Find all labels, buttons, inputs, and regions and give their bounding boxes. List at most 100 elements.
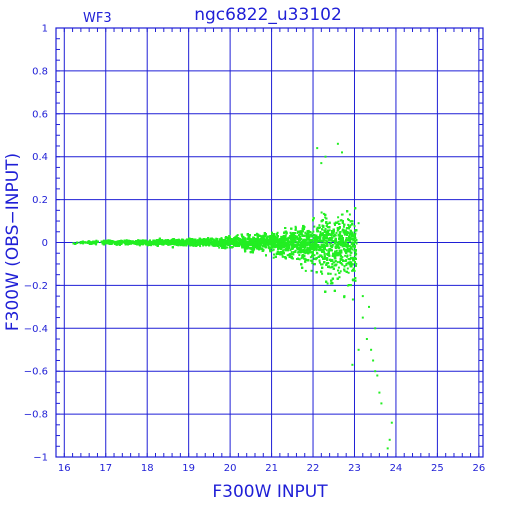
data-point <box>236 234 239 237</box>
data-point <box>337 220 340 223</box>
data-point <box>232 238 235 241</box>
data-point <box>345 241 348 244</box>
data-point <box>327 231 330 234</box>
data-point <box>349 256 352 259</box>
data-point <box>321 263 324 266</box>
data-points <box>72 142 393 450</box>
data-point <box>347 271 350 274</box>
data-point <box>219 238 221 241</box>
data-point <box>319 231 322 233</box>
data-point <box>335 249 338 252</box>
data-point <box>318 224 321 227</box>
data-point <box>307 241 310 244</box>
data-point <box>316 244 319 246</box>
data-point <box>125 240 128 242</box>
data-point <box>315 248 318 251</box>
data-point <box>322 232 325 235</box>
data-point <box>346 248 349 251</box>
data-point <box>183 244 186 247</box>
data-point <box>269 237 271 239</box>
data-point <box>274 235 277 238</box>
data-point <box>301 255 304 258</box>
data-point <box>114 243 116 245</box>
data-point <box>268 238 271 241</box>
data-point <box>312 230 315 233</box>
data-point <box>336 261 339 264</box>
data-point <box>349 254 352 257</box>
data-point <box>300 232 303 235</box>
data-point <box>247 244 249 247</box>
data-point <box>162 243 165 246</box>
data-point <box>311 242 314 244</box>
data-point <box>154 243 157 246</box>
data-point <box>298 258 301 261</box>
data-point <box>343 233 346 236</box>
data-point <box>349 224 352 227</box>
data-point <box>271 234 274 237</box>
data-point <box>311 262 314 265</box>
data-point <box>306 236 309 239</box>
data-point <box>246 247 249 250</box>
data-point <box>340 213 343 216</box>
data-point <box>202 244 205 247</box>
data-point <box>329 266 332 269</box>
data-point <box>236 237 239 240</box>
data-point <box>338 276 341 279</box>
data-point <box>351 245 354 248</box>
data-point <box>309 256 312 259</box>
data-point <box>329 272 332 275</box>
data-point <box>107 239 110 242</box>
grid <box>55 27 484 458</box>
data-point <box>203 239 206 242</box>
data-point <box>298 254 301 256</box>
data-point <box>295 236 298 239</box>
data-point <box>294 249 297 252</box>
data-point <box>355 262 358 265</box>
data-point <box>349 261 352 264</box>
data-point <box>353 225 356 228</box>
data-point <box>272 256 275 259</box>
data-point <box>314 258 317 261</box>
data-point <box>246 238 249 240</box>
data-point <box>282 249 285 252</box>
data-point <box>320 211 323 214</box>
data-point <box>334 273 337 276</box>
data-point <box>346 255 349 258</box>
data-point <box>237 242 240 245</box>
data-point <box>272 235 275 238</box>
data-point <box>310 259 312 262</box>
data-point <box>353 269 356 272</box>
data-point <box>341 256 344 259</box>
data-point <box>315 249 318 252</box>
data-point <box>307 229 310 232</box>
data-point <box>334 234 337 237</box>
data-point <box>304 231 307 234</box>
data-point <box>343 269 346 272</box>
data-point <box>347 223 350 226</box>
data-point <box>218 246 221 249</box>
data-point <box>326 226 329 229</box>
data-point <box>346 267 349 270</box>
data-point <box>329 245 332 247</box>
data-point <box>271 249 274 252</box>
data-point <box>286 254 289 257</box>
data-point <box>310 240 313 243</box>
data-point <box>344 254 347 257</box>
data-point <box>324 216 327 219</box>
data-point <box>303 247 306 249</box>
data-point <box>294 225 297 228</box>
data-point <box>303 228 305 231</box>
data-point <box>301 239 304 242</box>
data-point <box>234 236 237 239</box>
data-point <box>301 233 303 236</box>
data-point <box>335 231 338 234</box>
data-point <box>347 239 350 241</box>
data-point <box>304 249 307 252</box>
data-point <box>324 227 327 230</box>
data-point <box>276 231 279 234</box>
data-point <box>284 234 287 237</box>
data-point <box>203 243 206 246</box>
data-point <box>294 226 297 229</box>
data-point <box>317 248 320 251</box>
